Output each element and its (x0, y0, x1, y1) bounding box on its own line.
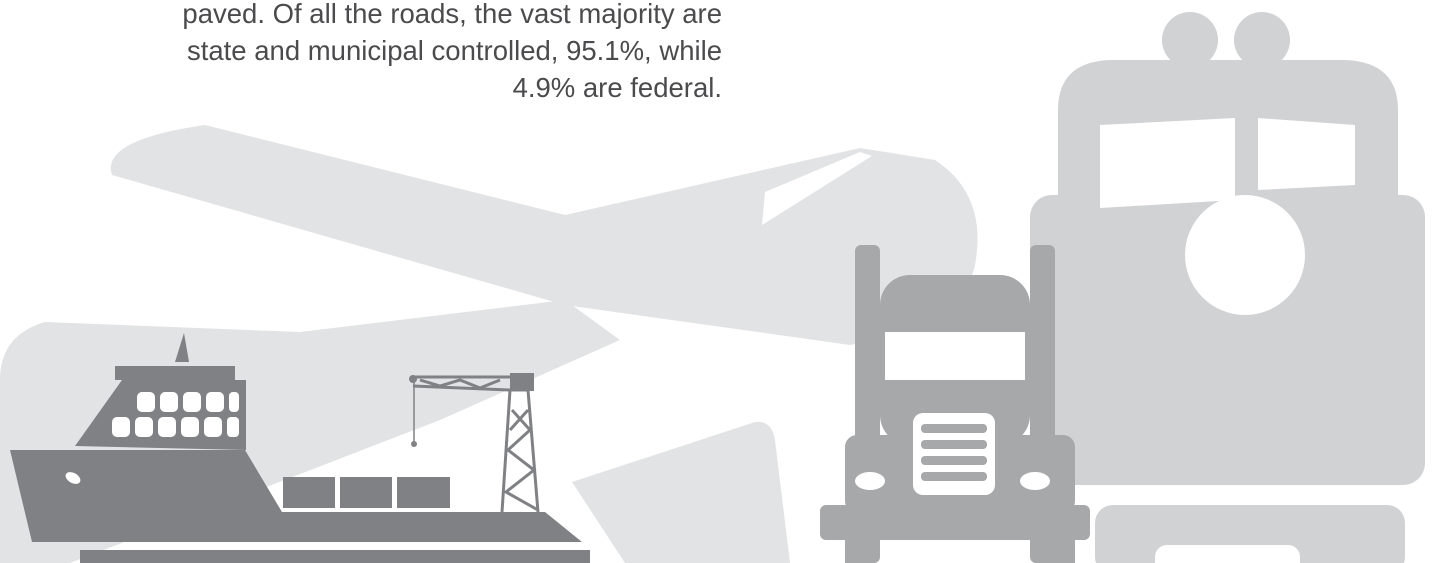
page: paved. Of all the roads, the vast majori… (0, 0, 1433, 563)
truck-illustration (820, 245, 1090, 563)
text-line: 4.9% are federal. (513, 72, 722, 103)
infographic: paved. Of all the roads, the vast majori… (0, 0, 1433, 563)
train-illustration (1030, 12, 1425, 563)
text-line: paved. Of all the roads, the vast majori… (182, 0, 722, 29)
text-line: state and municipal controlled, 95.1%, w… (187, 35, 722, 66)
body-text: paved. Of all the roads, the vast majori… (182, 0, 722, 103)
